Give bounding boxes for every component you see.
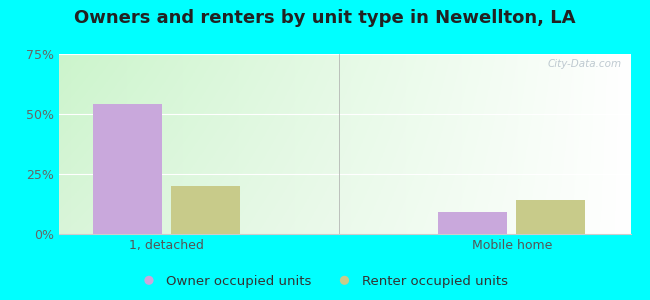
Bar — [516, 200, 585, 234]
Bar — [438, 212, 508, 234]
Legend: Owner occupied units, Renter occupied units: Owner occupied units, Renter occupied un… — [137, 270, 513, 293]
Text: Owners and renters by unit type in Newellton, LA: Owners and renters by unit type in Newel… — [74, 9, 576, 27]
Text: City-Data.com: City-Data.com — [548, 59, 622, 69]
Bar — [171, 186, 240, 234]
Bar — [93, 104, 162, 234]
